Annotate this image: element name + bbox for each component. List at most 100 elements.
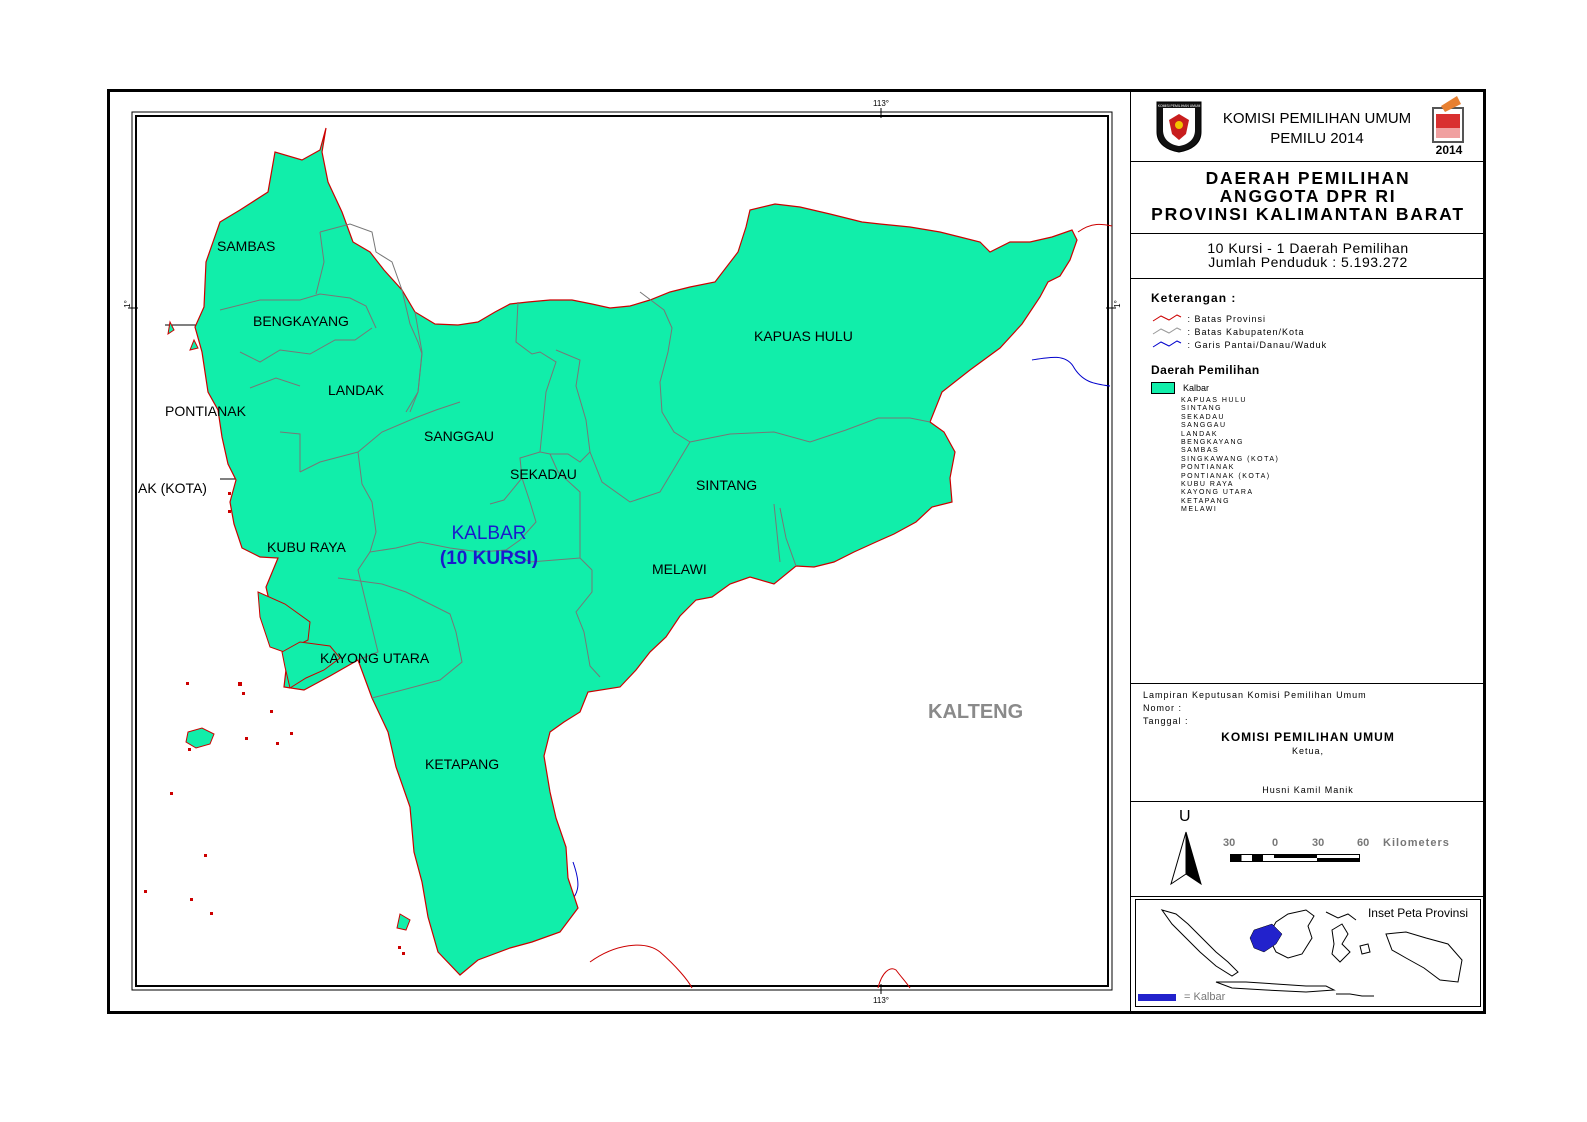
lampiran-text: Lampiran Keputusan Komisi Pemilihan Umum bbox=[1143, 690, 1367, 700]
map-title-block: DAERAH PEMILIHAN ANGGOTA DPR RI PROVINSI… bbox=[1131, 162, 1485, 234]
approval-block: Lampiran Keputusan Komisi Pemilihan Umum… bbox=[1131, 684, 1485, 802]
region-label-kayong-utara: KAYONG UTARA bbox=[320, 650, 430, 666]
small-islets bbox=[144, 492, 405, 955]
approval-org: KOMISI PEMILIHAN UMUM bbox=[1221, 730, 1395, 744]
region-label-kapuas-hulu: KAPUAS HULU bbox=[754, 328, 853, 344]
legend-item-district-border: : Batas Kabupaten/Kota bbox=[1151, 322, 1305, 340]
legend-heading: Keterangan : bbox=[1151, 291, 1237, 305]
scale-unit-label: Kilometers bbox=[1383, 837, 1450, 849]
region-label-sanggau: SANGGAU bbox=[424, 428, 494, 444]
island bbox=[281, 641, 341, 689]
dapil-heading: Daerah Pemilihan bbox=[1151, 363, 1260, 377]
approval-role: Ketua, bbox=[1291, 746, 1325, 756]
tanggal-field: Tanggal : bbox=[1143, 716, 1189, 726]
nomor-field: Nomor : bbox=[1143, 703, 1183, 713]
legend-label: : Garis Pantai/Danau/Waduk bbox=[1187, 340, 1328, 350]
dapil-color-swatch bbox=[1151, 382, 1175, 394]
dapil-member-item: SINGKAWANG (KOTA) bbox=[1181, 455, 1280, 463]
population-summary: Jumlah Penduduk : 5.193.272 bbox=[1208, 254, 1408, 270]
dapil-member-item: BENGKAYANG bbox=[1181, 439, 1244, 447]
region-label-sekadau: SEKADAU bbox=[510, 466, 577, 482]
legend-block: Keterangan : : Batas Provinsi : Batas Ka… bbox=[1131, 279, 1485, 684]
kpu-logo: KOMISI PEMILIHAN UMUM bbox=[1156, 101, 1202, 153]
region-label-bengkayang: BENGKAYANG bbox=[253, 313, 349, 329]
inset-legend-swatch bbox=[1138, 994, 1176, 1001]
scale-block: U 30 0 30 60 Kilometers bbox=[1131, 802, 1485, 897]
map-inner-neatline bbox=[135, 115, 1109, 987]
legend-swatch-province bbox=[1152, 314, 1182, 322]
region-label-melawi: MELAWI bbox=[652, 561, 707, 577]
island bbox=[167, 320, 175, 336]
scale-bar bbox=[1230, 854, 1360, 862]
dapil-legend-row: Kalbar bbox=[1151, 382, 1209, 394]
map-title-line2: ANGGOTA DPR RI bbox=[1219, 186, 1397, 206]
seat-summary: 10 Kursi - 1 Daerah Pemilihan bbox=[1207, 240, 1409, 256]
dapil-member-item: SANGGAU bbox=[1181, 422, 1227, 430]
neighbor-province-label: KALTENG bbox=[928, 701, 1023, 723]
pemilu-ballot-box-icon: 2014 bbox=[1432, 96, 1464, 157]
province-map: 113° 113° 1° 1° SAMBAS BENGKAYANG LANDAK… bbox=[123, 99, 1122, 1005]
map-sheet: 113° 113° 1° 1° SAMBAS BENGKAYANG LANDAK… bbox=[107, 89, 1486, 1014]
island bbox=[396, 913, 411, 931]
legend-label: : Batas Kabupaten/Kota bbox=[1187, 327, 1305, 337]
dapil-member-item: LANDAK bbox=[1181, 430, 1219, 438]
legend-label: : Batas Provinsi bbox=[1187, 314, 1266, 324]
dapil-member-list: KAPUAS HULU SINTANG SEKADAU SANGGAU LANDAK BE… bbox=[1181, 397, 1279, 515]
dapil-member-item: MELAWI bbox=[1181, 506, 1218, 514]
pemilu-year-badge: 2014 bbox=[1436, 143, 1463, 157]
kalteng-boundary bbox=[1077, 223, 1113, 233]
region-label-sintang: SINTANG bbox=[696, 477, 757, 493]
dapil-member-item: SAMBAS bbox=[1181, 447, 1220, 455]
north-label: U bbox=[1179, 808, 1191, 825]
dapil-name-label: KALBAR bbox=[452, 523, 527, 544]
tick-label-113-top: 113° bbox=[873, 99, 889, 108]
dapil-legend-label: Kalbar bbox=[1183, 383, 1210, 393]
org-name: KOMISI PEMILIHAN UMUM bbox=[1222, 110, 1412, 127]
legend-item-province-border: : Batas Provinsi bbox=[1151, 309, 1266, 327]
kalteng-south-boundary bbox=[589, 944, 693, 989]
panel-header: KOMISI PEMILIHAN UMUM KOMISI PEMILIHAN U… bbox=[1131, 92, 1485, 162]
legend-panel: KOMISI PEMILIHAN UMUM KOMISI PEMILIHAN U… bbox=[1130, 92, 1486, 1011]
region-label-landak: LANDAK bbox=[328, 382, 385, 398]
dapil-member-item: SEKADAU bbox=[1181, 413, 1225, 421]
approval-signatory: Husni Kamil Manik bbox=[1262, 785, 1354, 795]
dapil-member-item: PONTIANAK (KOTA) bbox=[1181, 472, 1271, 480]
region-label-kubu-raya: KUBU RAYA bbox=[267, 539, 346, 555]
river-line bbox=[1031, 356, 1111, 387]
dapil-member-item: KUBU RAYA bbox=[1181, 481, 1234, 489]
scale-label-30-left: 30 bbox=[1223, 837, 1236, 849]
scale-label-60: 60 bbox=[1357, 837, 1370, 849]
north-arrow-icon bbox=[1170, 831, 1202, 886]
region-label-sambas: SAMBAS bbox=[217, 238, 275, 254]
region-label-ketapang: KETAPANG bbox=[425, 756, 499, 772]
dapil-seats-label: (10 KURSI) bbox=[440, 548, 538, 569]
inset-legend-label: = Kalbar bbox=[1184, 991, 1226, 1003]
kabupaten-boundaries bbox=[219, 223, 931, 699]
tick-label-1-left: 1° bbox=[123, 300, 132, 308]
scale-label-0: 0 bbox=[1272, 837, 1279, 849]
dapil-member-item: SINTANG bbox=[1181, 405, 1223, 413]
dapil-member-item: KAPUAS HULU bbox=[1181, 397, 1247, 404]
map-title-line1: DAERAH PEMILIHAN bbox=[1205, 168, 1411, 188]
kpu-logo-text: KOMISI PEMILIHAN UMUM bbox=[1158, 104, 1201, 108]
scale-label-30-right: 30 bbox=[1312, 837, 1325, 849]
dapil-member-item: KAYONG UTARA bbox=[1181, 489, 1254, 497]
region-label-pontianak: PONTIANAK bbox=[165, 403, 247, 419]
legend-item-coastline: : Garis Pantai/Danau/Waduk bbox=[1151, 335, 1327, 353]
tick-label-113-bottom: 113° bbox=[873, 996, 889, 1005]
inset-indonesia-map bbox=[1138, 909, 1463, 1001]
dapil-member-item: KETAPANG bbox=[1181, 497, 1231, 505]
inset-map-block: Inset Peta Provinsi = Kalbar bbox=[1135, 899, 1481, 1007]
election-year-label: PEMILU 2014 bbox=[1270, 130, 1364, 147]
tick-label-1-right: 1° bbox=[1113, 300, 1122, 308]
inset-kalbar-highlight bbox=[1249, 923, 1283, 953]
dapil-member-item: PONTIANAK bbox=[1181, 464, 1235, 472]
region-label-pontianak-kota: AK (KOTA) bbox=[138, 480, 207, 496]
summary-block: 10 Kursi - 1 Daerah Pemilihan Jumlah Pen… bbox=[1131, 234, 1485, 279]
legend-swatch-district bbox=[1152, 327, 1182, 335]
map-frame: 113° 113° 1° 1° SAMBAS BENGKAYANG LANDAK… bbox=[110, 92, 1130, 1011]
map-outer-neatline bbox=[131, 111, 1113, 991]
map-title-line3: PROVINSI KALIMANTAN BARAT bbox=[1151, 204, 1465, 224]
inset-title: Inset Peta Provinsi bbox=[1367, 906, 1468, 920]
island bbox=[189, 338, 199, 351]
